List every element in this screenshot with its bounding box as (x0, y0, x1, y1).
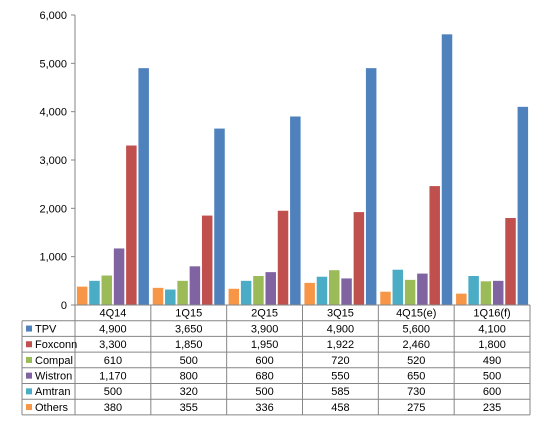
legend-label-amtran: Amtran (35, 386, 70, 398)
x-tick-label: 3Q15 (327, 308, 354, 320)
y-tick-label: 2,000 (39, 203, 67, 215)
data-label-wistron-4q14: 1,170 (99, 371, 127, 383)
data-label-tpv-2q15: 3,900 (251, 323, 279, 335)
data-label-foxconn-3q15: 1,922 (327, 339, 355, 351)
data-label-foxconn-1q15: 1,850 (175, 339, 203, 351)
bar-tpv-1q15 (214, 128, 225, 305)
data-label-compal-1q16-f: 490 (483, 355, 501, 367)
bar-wistron-4q14 (113, 248, 125, 305)
bar-compal-3q15 (329, 270, 340, 305)
data-label-tpv-1q16-f: 4,100 (478, 323, 506, 335)
bar-foxconn-1q16-f (505, 218, 516, 305)
data-label-tpv-1q15: 3,650 (175, 323, 203, 335)
legend-label-compal: Compal (35, 355, 73, 367)
data-label-compal-4q14: 610 (104, 355, 122, 367)
bar-wistron-1q16-f (492, 280, 504, 305)
bar-others-2q15 (228, 288, 240, 305)
bar-compal-4q15-e (404, 279, 416, 305)
bar-others-1q15 (152, 287, 164, 305)
legend-label-wistron: Wistron (35, 371, 72, 383)
bar-amtran-1q15 (165, 289, 176, 305)
legend-swatch-others (26, 404, 32, 411)
legend-swatch-foxconn (26, 341, 32, 348)
data-label-compal-2q15: 600 (255, 355, 273, 367)
data-label-wistron-3q15: 550 (331, 371, 349, 383)
data-label-others-4q15-e: 275 (407, 402, 425, 414)
data-label-others-3q15: 458 (331, 402, 349, 414)
bar-tpv-2q15 (290, 116, 301, 305)
legend-swatch-amtran (26, 388, 32, 395)
legend-label-others: Others (35, 402, 69, 414)
bar-tpv-3q15 (365, 68, 377, 305)
data-label-amtran-2q15: 500 (255, 386, 273, 398)
bar-amtran-4q15-e (392, 269, 404, 305)
data-label-tpv-3q15: 4,900 (327, 323, 355, 335)
x-tick-label: 2Q15 (251, 308, 278, 320)
bar-tpv-4q15-e (441, 34, 453, 305)
data-label-amtran-3q15: 585 (331, 386, 349, 398)
bar-others-4q15-e (380, 291, 391, 305)
bar-amtran-2q15 (240, 280, 252, 305)
bar-wistron-2q15 (265, 272, 276, 305)
data-label-others-1q15: 355 (180, 402, 198, 414)
legend-swatch-tpv (26, 325, 32, 332)
data-label-foxconn-2q15: 1,950 (251, 339, 279, 351)
bar-foxconn-4q14 (126, 145, 137, 305)
x-tick-label: 4Q15(e) (396, 308, 436, 320)
bar-others-3q15 (304, 282, 315, 305)
bar-amtran-3q15 (316, 276, 328, 305)
y-tick-label: 6,000 (39, 10, 67, 22)
y-tick-label: 0 (61, 300, 67, 312)
y-tick-label: 3,000 (39, 155, 67, 167)
data-label-others-2q15: 336 (255, 402, 273, 414)
bar-amtran-4q14 (89, 280, 100, 305)
legend-label-tpv: TPV (35, 323, 57, 335)
bar-wistron-1q15 (189, 266, 201, 305)
data-label-amtran-4q14: 500 (104, 386, 122, 398)
data-label-others-1q16-f: 235 (483, 402, 501, 414)
data-label-wistron-2q15: 680 (255, 371, 273, 383)
bar-tpv-4q14 (138, 68, 149, 305)
x-tick-label: 4Q14 (99, 308, 126, 320)
bar-foxconn-4q15-e (429, 186, 440, 305)
legend-label-foxconn: Foxconn (35, 339, 77, 351)
bar-foxconn-3q15 (353, 212, 365, 305)
bar-wistron-4q15-e (417, 273, 428, 305)
data-label-compal-1q15: 500 (180, 355, 198, 367)
y-tick-label: 4,000 (39, 107, 67, 119)
data-label-compal-4q15-e: 520 (407, 355, 425, 367)
bar-wistron-3q15 (341, 278, 352, 305)
bar-amtran-1q16-f (468, 276, 479, 305)
data-label-others-4q14: 380 (104, 402, 122, 414)
data-label-amtran-1q16-f: 600 (483, 386, 501, 398)
data-label-foxconn-1q16-f: 1,800 (478, 339, 506, 351)
bar-compal-1q15 (177, 280, 188, 305)
x-tick-label: 1Q15 (175, 308, 202, 320)
bar-compal-4q14 (101, 275, 113, 305)
data-label-tpv-4q14: 4,900 (99, 323, 127, 335)
bar-compal-1q16-f (480, 281, 492, 305)
data-label-tpv-4q15-e: 5,600 (402, 323, 430, 335)
bar-foxconn-2q15 (277, 210, 289, 305)
data-label-amtran-1q15: 320 (180, 386, 198, 398)
y-tick-label: 5,000 (39, 58, 67, 70)
legend-swatch-compal (26, 356, 32, 363)
data-label-amtran-4q15-e: 730 (407, 386, 425, 398)
data-label-foxconn-4q14: 3,300 (99, 339, 127, 351)
data-label-compal-3q15: 720 (331, 355, 349, 367)
data-label-wistron-1q15: 800 (180, 371, 198, 383)
bar-others-4q14 (76, 286, 88, 305)
bar-others-1q16-f (456, 293, 467, 305)
legend-swatch-wistron (26, 372, 32, 379)
y-tick-label: 1,000 (39, 252, 67, 264)
bar-tpv-1q16-f (517, 106, 529, 305)
data-label-foxconn-4q15-e: 2,460 (402, 339, 430, 351)
bar-compal-2q15 (253, 276, 264, 305)
x-tick-label: 1Q16(f) (473, 308, 510, 320)
bar-foxconn-1q15 (201, 215, 213, 305)
data-label-wistron-4q15-e: 650 (407, 371, 425, 383)
data-label-wistron-1q16-f: 500 (483, 371, 501, 383)
